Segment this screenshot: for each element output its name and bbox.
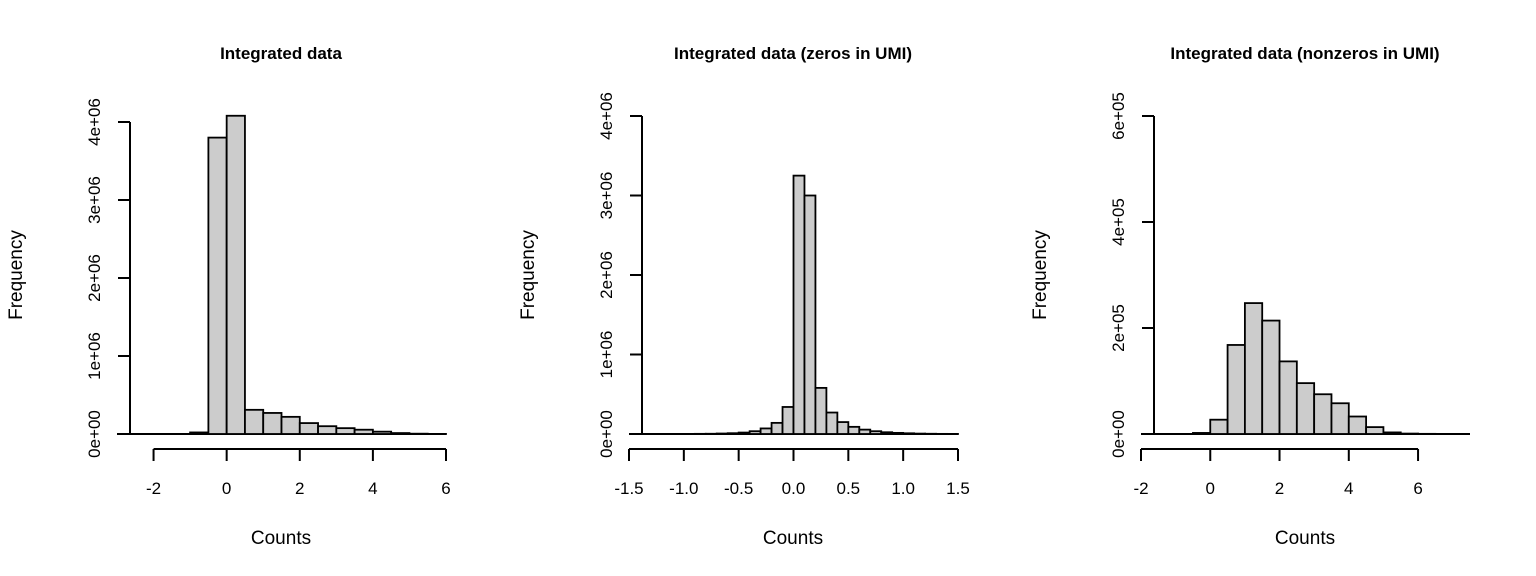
x-tick-label: 6	[1413, 479, 1422, 498]
chart-title: Integrated data (zeros in UMI)	[674, 44, 912, 63]
x-tick-label: -1.0	[669, 479, 698, 498]
x-tick-label: 0.5	[837, 479, 861, 498]
x-tick-label: 1.5	[946, 479, 970, 498]
x-tick-label: 1.0	[891, 479, 915, 498]
histogram-bar	[1382, 431, 1402, 435]
histogram-bar	[770, 421, 784, 435]
x-tick-label: -2	[146, 479, 161, 498]
histogram-bar	[207, 136, 228, 435]
histogram-bar	[1243, 302, 1264, 435]
x-tick-label: 0	[1206, 479, 1215, 498]
y-tick-label: 1e+06	[85, 332, 104, 380]
histogram-bar	[814, 386, 828, 435]
histogram-bar	[737, 431, 751, 435]
x-tick-label: 0.0	[782, 479, 806, 498]
histogram-bar	[353, 428, 374, 435]
histogram-bar	[244, 408, 265, 435]
x-tick-label: 4	[1344, 479, 1353, 498]
histogram-bar	[1295, 382, 1316, 435]
x-tick-label: -1.5	[614, 479, 643, 498]
y-tick-label: 4e+06	[597, 92, 616, 140]
y-tick-label: 4e+06	[85, 98, 104, 146]
y-tick-label: 3e+06	[85, 176, 104, 224]
histogram-bar	[1226, 344, 1246, 435]
histogram-bar	[748, 430, 762, 435]
y-tick-label: 4e+05	[1109, 198, 1128, 246]
histogram-bar	[836, 421, 850, 435]
histogram-bar	[280, 415, 301, 435]
histogram-bar	[189, 431, 210, 435]
y-tick-label: 0e+00	[597, 410, 616, 458]
y-tick-label: 6e+05	[1109, 92, 1128, 140]
histogram-bar	[1347, 415, 1368, 435]
histogram-bar	[390, 432, 411, 435]
histogram-bar	[803, 194, 817, 435]
histogram-bar	[759, 427, 773, 435]
histogram-bar	[1261, 319, 1281, 435]
histogram-bar	[371, 430, 393, 435]
y-axis-label: Frequency	[1030, 230, 1051, 320]
histogram-bar	[298, 422, 319, 435]
histogram-bar	[317, 425, 338, 435]
x-tick-label: 4	[368, 479, 377, 498]
histogram-bar	[335, 427, 356, 435]
chart-title: Integrated data	[220, 44, 342, 63]
histogram-bar	[858, 428, 872, 435]
x-axis-label: Counts	[1275, 528, 1335, 549]
y-tick-label: 3e+06	[597, 172, 616, 220]
y-tick-label: 2e+06	[597, 251, 616, 299]
histogram-bar	[792, 174, 806, 435]
y-axis-label: Frequency	[518, 230, 539, 320]
panel-integrated-data: Integrated data 0e+00 1e+06 2e+06 3e+06 4e+06…	[6, 44, 451, 549]
histogram-bar	[1330, 402, 1350, 435]
x-tick-label: -0.5	[724, 479, 753, 498]
histogram-bar	[1313, 393, 1333, 435]
y-axis-label: Frequency	[6, 230, 27, 320]
x-axis-label: Counts	[763, 528, 823, 549]
x-tick-label: -2	[1133, 479, 1148, 498]
x-tick-label: 2	[1275, 479, 1284, 498]
histogram-bar	[902, 432, 916, 435]
histogram-bar	[891, 431, 905, 435]
histogram-bar	[1365, 426, 1385, 435]
histogram-bar	[825, 411, 839, 435]
panel-integrated-data-zeros: Integrated data (zeros in UMI) 0e+00 1e+06…	[518, 44, 970, 549]
x-tick-label: 2	[295, 479, 304, 498]
y-tick-label: 2e+06	[85, 254, 104, 302]
x-tick-label: 6	[441, 479, 450, 498]
x-axis-label: Counts	[251, 528, 311, 549]
y-tick-label: 0e+00	[85, 410, 104, 458]
histogram-bar	[880, 431, 894, 435]
histogram-bar	[847, 425, 861, 435]
histogram-bar	[1209, 418, 1229, 435]
histogram-bar	[225, 114, 246, 435]
y-tick-label: 1e+06	[597, 331, 616, 379]
histogram-bar	[869, 430, 883, 435]
panel-integrated-data-nonzeros: Integrated data (nonzeros in UMI) 0e+00 2e…	[1030, 44, 1470, 549]
histogram-bar	[726, 432, 740, 435]
histogram-bar	[262, 412, 283, 435]
x-tick-label: 0	[222, 479, 231, 498]
y-tick-label: 2e+05	[1109, 304, 1128, 352]
y-tick-label: 0e+00	[1109, 410, 1128, 458]
histogram-bar	[781, 406, 795, 435]
histogram-bar	[1192, 432, 1212, 435]
histogram-bar	[1278, 360, 1298, 435]
chart-title: Integrated data (nonzeros in UMI)	[1170, 44, 1439, 63]
